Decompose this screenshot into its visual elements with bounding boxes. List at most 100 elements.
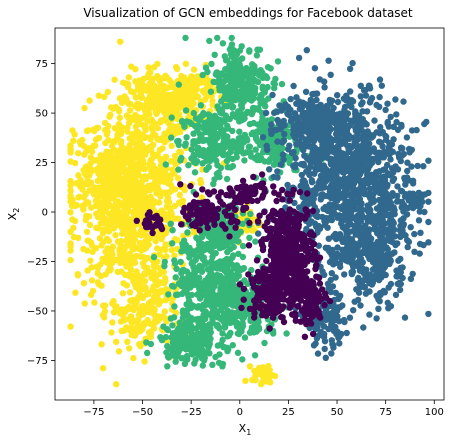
data-point [132,111,139,119]
data-point [80,166,87,174]
data-point [230,277,237,284]
data-point [350,307,357,314]
data-point [224,282,232,289]
data-point [150,198,158,205]
data-point [221,53,228,60]
data-point [397,255,404,263]
data-point [109,243,117,250]
data-point [210,78,217,86]
data-point [405,197,412,204]
data-point [336,126,343,133]
data-point [206,350,213,357]
data-point [86,97,93,104]
data-point [407,191,414,198]
data-point [95,225,103,232]
data-point [340,150,348,158]
data-point [253,52,261,59]
data-point [390,175,398,182]
data-point [278,80,286,88]
data-point [170,283,177,290]
data-point [239,265,247,272]
data-point [214,142,221,149]
data-point [404,204,412,212]
data-point [360,283,368,290]
data-point [316,163,323,171]
data-point [321,84,328,91]
data-point [112,171,120,178]
data-point [167,208,175,215]
data-point [421,120,428,128]
data-point [375,305,382,312]
data-point [93,124,101,132]
data-point [368,277,376,284]
data-point [242,149,250,156]
data-point [162,175,169,182]
data-point [197,349,205,356]
data-point [252,146,259,153]
data-point [178,276,186,283]
data-point [228,76,235,84]
data-point [207,247,214,254]
data-point [152,108,160,116]
data-point [99,229,107,237]
data-point [200,247,207,254]
data-point [393,111,400,118]
data-point [341,114,348,121]
data-point [135,244,142,251]
data-point [106,211,113,218]
data-point [254,78,262,86]
data-point [145,241,152,248]
data-point [137,343,144,350]
data-point [258,381,265,388]
data-point [141,358,148,365]
data-point [178,154,185,162]
data-point [232,68,239,75]
data-point [321,192,328,200]
data-point [211,113,219,120]
data-point [117,179,124,186]
data-point [381,226,388,233]
data-point [164,363,171,370]
data-point [72,289,79,296]
data-point [89,148,96,155]
data-point [105,237,113,245]
data-point [183,134,190,141]
data-point [121,246,128,254]
data-point [154,135,161,143]
data-point [88,277,96,284]
data-point [159,246,166,253]
data-point [105,137,112,144]
data-point [183,301,190,308]
data-point [126,345,133,352]
data-point [279,196,286,203]
data-point [190,109,197,117]
data-point [425,198,432,205]
data-point [175,137,182,145]
data-point [210,295,217,302]
data-point [187,314,195,322]
data-point [101,215,109,222]
data-point [87,160,94,168]
data-point [222,112,229,119]
data-point [225,150,232,158]
data-point [124,338,131,345]
data-point [190,66,198,73]
data-point [377,139,385,146]
data-point [175,100,182,107]
data-point [256,46,264,53]
data-point [131,273,138,280]
data-point [103,163,110,171]
data-point [225,314,233,321]
data-point [392,241,399,249]
data-point [396,227,404,234]
data-point [193,158,201,165]
data-point [211,51,218,58]
data-point [332,289,339,296]
data-point [359,121,367,128]
data-point [221,242,228,249]
data-point [195,144,202,152]
data-point [376,103,383,111]
data-point [309,101,316,108]
data-point [224,84,231,91]
data-point [340,169,348,176]
